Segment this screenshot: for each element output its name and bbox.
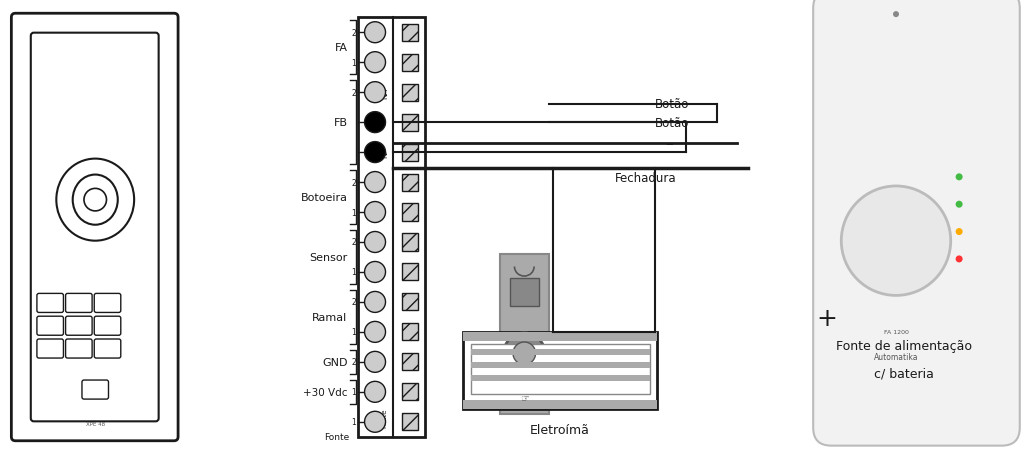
Text: NF: NF xyxy=(380,148,389,158)
Text: +30 Vdc: +30 Vdc xyxy=(303,387,347,397)
Circle shape xyxy=(365,172,385,193)
Text: NA: NA xyxy=(380,87,389,98)
Text: Botão: Botão xyxy=(655,98,690,111)
Text: +: + xyxy=(816,307,837,330)
Circle shape xyxy=(365,112,385,133)
FancyBboxPatch shape xyxy=(37,317,63,335)
Circle shape xyxy=(365,292,385,313)
FancyBboxPatch shape xyxy=(94,339,121,358)
Bar xyxy=(463,332,657,341)
Bar xyxy=(402,384,418,400)
FancyBboxPatch shape xyxy=(94,294,121,313)
FancyBboxPatch shape xyxy=(813,0,1020,445)
Text: Fonte de alimentação: Fonte de alimentação xyxy=(837,339,972,352)
Bar xyxy=(471,375,649,382)
Text: Sensor: Sensor xyxy=(309,253,347,263)
Bar xyxy=(471,344,649,394)
Bar xyxy=(402,234,418,251)
Text: FA 1200: FA 1200 xyxy=(884,329,908,334)
Circle shape xyxy=(365,23,385,44)
Text: –: – xyxy=(666,136,674,151)
Text: 1: 1 xyxy=(351,388,356,396)
Circle shape xyxy=(365,352,385,373)
Circle shape xyxy=(365,202,385,223)
Bar xyxy=(402,144,418,161)
Text: FA: FA xyxy=(335,43,347,53)
Text: FB: FB xyxy=(334,118,347,128)
Circle shape xyxy=(893,12,899,18)
Text: 2: 2 xyxy=(351,178,356,187)
Bar xyxy=(402,114,418,131)
Circle shape xyxy=(955,228,963,236)
FancyBboxPatch shape xyxy=(31,34,159,421)
Circle shape xyxy=(365,411,385,432)
Circle shape xyxy=(365,381,385,402)
Text: C: C xyxy=(380,120,389,126)
Text: Botão: Botão xyxy=(655,116,690,129)
Bar xyxy=(358,18,425,437)
Circle shape xyxy=(504,333,545,374)
Bar xyxy=(402,354,418,370)
Text: 1: 1 xyxy=(351,328,356,337)
Text: 2: 2 xyxy=(351,29,356,38)
Bar xyxy=(402,413,418,430)
Bar xyxy=(402,204,418,221)
Bar xyxy=(471,362,649,369)
Text: 2: 2 xyxy=(351,358,356,367)
Text: 1: 1 xyxy=(351,208,356,217)
Text: Ramal: Ramal xyxy=(312,312,347,322)
Bar xyxy=(463,400,657,410)
Circle shape xyxy=(365,53,385,74)
Bar xyxy=(463,332,657,410)
Text: Automatika: Automatika xyxy=(873,352,919,361)
Text: Botoeira: Botoeira xyxy=(300,192,347,202)
FancyBboxPatch shape xyxy=(82,380,109,399)
Text: GND: GND xyxy=(322,357,347,367)
FancyBboxPatch shape xyxy=(11,14,178,441)
Bar xyxy=(471,349,649,355)
Text: 1: 1 xyxy=(351,59,356,67)
Circle shape xyxy=(365,142,385,163)
Bar xyxy=(402,264,418,281)
Ellipse shape xyxy=(73,175,118,225)
Bar xyxy=(402,25,418,42)
Text: 2: 2 xyxy=(351,238,356,247)
Text: XPE 48: XPE 48 xyxy=(86,421,104,425)
Text: Fechadura: Fechadura xyxy=(614,172,676,185)
Text: 1: 1 xyxy=(351,268,356,277)
Circle shape xyxy=(955,201,963,208)
Bar xyxy=(402,85,418,101)
FancyBboxPatch shape xyxy=(66,294,92,313)
FancyBboxPatch shape xyxy=(37,339,63,358)
Text: Eletroímã: Eletroímã xyxy=(530,424,590,436)
FancyBboxPatch shape xyxy=(37,294,63,313)
Text: 1: 1 xyxy=(351,417,356,426)
Circle shape xyxy=(84,189,106,212)
Bar xyxy=(510,278,539,307)
Text: 2: 2 xyxy=(351,88,356,97)
FancyBboxPatch shape xyxy=(66,317,92,335)
Bar xyxy=(402,294,418,311)
Text: c/ bateria: c/ bateria xyxy=(874,367,934,379)
Text: ☞: ☞ xyxy=(520,393,528,403)
Circle shape xyxy=(365,232,385,253)
Circle shape xyxy=(955,174,963,181)
Circle shape xyxy=(365,262,385,283)
Bar xyxy=(402,55,418,71)
Circle shape xyxy=(365,322,385,343)
Bar xyxy=(402,324,418,341)
Circle shape xyxy=(365,82,385,103)
Text: 2: 2 xyxy=(351,298,356,307)
FancyBboxPatch shape xyxy=(94,317,121,335)
FancyBboxPatch shape xyxy=(66,339,92,358)
Bar xyxy=(500,255,549,414)
Bar xyxy=(402,174,418,191)
Circle shape xyxy=(842,187,950,296)
Circle shape xyxy=(955,256,963,263)
Ellipse shape xyxy=(56,159,134,241)
Text: Fonte: Fonte xyxy=(381,408,387,427)
Circle shape xyxy=(513,342,536,365)
Text: Fonte: Fonte xyxy=(325,432,349,441)
